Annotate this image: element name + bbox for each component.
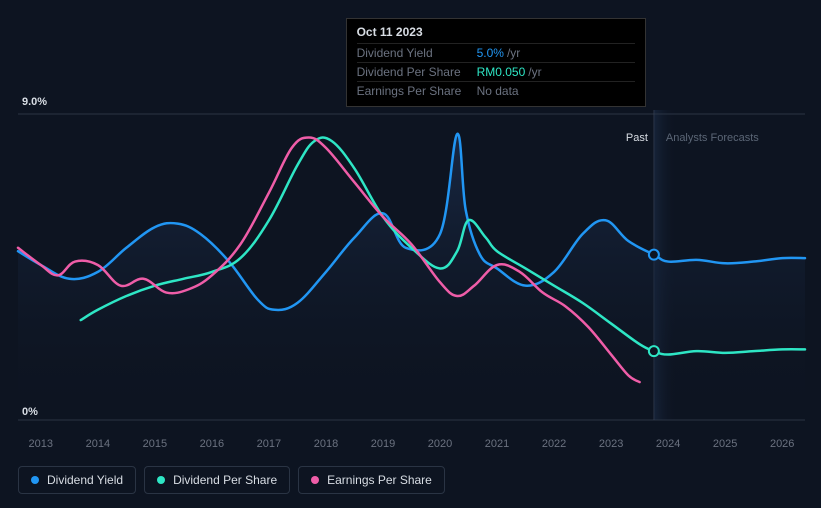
marker-dividend_yield [649, 250, 659, 260]
x-tick-label: 2016 [200, 438, 224, 450]
legend-item[interactable]: Dividend Yield [18, 466, 136, 494]
tooltip-row-unit: /yr [528, 65, 541, 79]
x-tick-label: 2014 [86, 438, 110, 450]
legend-label: Earnings Per Share [327, 473, 432, 487]
tooltip-row-label: Earnings Per Share [357, 84, 477, 98]
legend-dot-icon [31, 476, 39, 484]
tooltip-row: Dividend Yield5.0%/yr [357, 43, 635, 62]
tooltip-row-value: 5.0% [477, 46, 504, 60]
chart-tooltip: Oct 11 2023 Dividend Yield5.0%/yrDividen… [346, 18, 646, 107]
x-tick-label: 2024 [656, 438, 680, 450]
x-tick-label: 2023 [599, 438, 623, 450]
legend-label: Dividend Yield [47, 473, 123, 487]
x-tick-label: 2022 [542, 438, 566, 450]
dividend-chart: 0% 9.0% 2013 2014 2015 2016 2017 2018 2019 2020 2… [0, 0, 821, 508]
x-tick-label: 2013 [29, 438, 53, 450]
legend: Dividend Yield Dividend Per Share Earnings… [18, 466, 445, 494]
legend-dot-icon [311, 476, 319, 484]
x-tick-label: 2021 [485, 438, 509, 450]
y-tick-label: 0% [22, 406, 38, 418]
x-tick-label: 2017 [257, 438, 281, 450]
phase-forecast-label: Analysts Forecasts [666, 132, 759, 144]
tooltip-row-label: Dividend Yield [357, 46, 477, 60]
tooltip-row-value: No data [477, 84, 519, 98]
tooltip-row-value: RM0.050 [477, 65, 526, 79]
phase-past-label: Past [626, 132, 648, 144]
x-tick-label: 2018 [314, 438, 338, 450]
x-tick-label: 2019 [371, 438, 395, 450]
tooltip-row: Earnings Per ShareNo data [357, 81, 635, 100]
x-tick-label: 2026 [770, 438, 794, 450]
tooltip-row-label: Dividend Per Share [357, 65, 477, 79]
x-tick-label: 2015 [143, 438, 167, 450]
x-tick-label: 2025 [713, 438, 737, 450]
y-tick-label: 9.0% [22, 96, 47, 108]
legend-dot-icon [157, 476, 165, 484]
legend-item[interactable]: Earnings Per Share [298, 466, 445, 494]
marker-dividend_per_share [649, 346, 659, 356]
tooltip-date: Oct 11 2023 [357, 25, 635, 43]
legend-item[interactable]: Dividend Per Share [144, 466, 290, 494]
legend-label: Dividend Per Share [173, 473, 277, 487]
tooltip-row: Dividend Per ShareRM0.050/yr [357, 62, 635, 81]
x-tick-label: 2020 [428, 438, 452, 450]
tooltip-row-unit: /yr [507, 46, 520, 60]
